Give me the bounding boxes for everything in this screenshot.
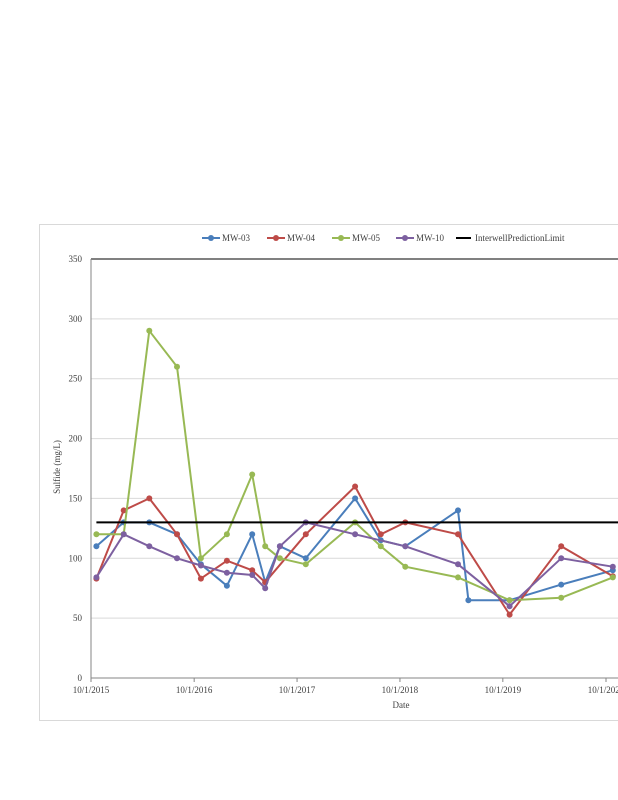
point-mw-05-16	[609, 574, 616, 581]
point-mw-04-9	[352, 483, 359, 490]
point-mw-03-10	[352, 495, 359, 502]
point-mw-05-11	[377, 543, 384, 550]
legend-label-mw-03: MW-03	[222, 233, 250, 243]
point-mw-03-6	[249, 531, 256, 538]
point-mw-10-10	[352, 531, 359, 538]
y-tick-label-300: 300	[69, 314, 83, 324]
legend-item-interwellpredictionlimit: InterwellPredictionLimit	[456, 233, 565, 243]
x-tick-label-3: 10/1/2018	[382, 685, 419, 695]
y-tick-label-150: 150	[69, 493, 83, 503]
point-mw-05-14	[506, 597, 513, 604]
point-mw-04-6	[249, 567, 256, 574]
point-mw-10-11	[402, 543, 409, 550]
point-mw-05-7	[262, 543, 269, 550]
point-mw-03-5	[223, 582, 230, 589]
point-mw-04-12	[455, 531, 461, 538]
point-mw-04-14	[558, 543, 565, 550]
point-mw-04-2	[146, 495, 153, 502]
x-axis-title: Date	[393, 700, 410, 710]
legend-marker-mw-03	[208, 235, 214, 241]
point-mw-05-2	[146, 327, 153, 334]
legend-item-mw-10: MW-10	[396, 233, 444, 243]
point-mw-04-1	[120, 507, 127, 514]
point-mw-03-14	[465, 597, 472, 604]
point-mw-04-10	[377, 531, 384, 538]
point-mw-05-3	[174, 363, 180, 370]
point-mw-10-2	[146, 543, 153, 550]
y-tick-label-0: 0	[78, 673, 83, 683]
point-mw-05-0	[93, 531, 100, 538]
point-mw-04-13	[506, 611, 513, 618]
point-mw-10-8	[276, 543, 283, 550]
legend-label-mw-05: MW-05	[352, 233, 380, 243]
series-line-mw-03	[95, 497, 614, 602]
point-mw-05-8	[276, 555, 283, 562]
point-mw-10-6	[249, 572, 256, 578]
legend-item-mw-04: MW-04	[267, 233, 315, 243]
point-mw-10-14	[558, 555, 565, 562]
point-mw-10-7	[262, 585, 269, 592]
y-tick-label-50: 50	[73, 613, 83, 623]
point-mw-03-9	[302, 555, 309, 562]
point-mw-03-16	[558, 581, 565, 588]
point-mw-03-13	[455, 507, 461, 514]
point-mw-05-6	[249, 471, 256, 478]
y-tick-label-200: 200	[69, 434, 83, 444]
point-mw-10-5	[223, 569, 230, 576]
series-line-mw-10	[95, 521, 613, 608]
y-tick-label-250: 250	[69, 374, 83, 384]
point-mw-10-0	[93, 574, 100, 581]
point-mw-04-3	[174, 531, 180, 538]
legend-label-mw-10: MW-10	[416, 233, 444, 243]
x-tick-label-4: 10/1/2019	[485, 685, 522, 695]
point-mw-10-3	[174, 555, 180, 562]
point-mw-05-9	[302, 561, 309, 568]
point-mw-05-4	[197, 555, 204, 562]
point-mw-05-12	[402, 563, 409, 570]
point-mw-10-12	[455, 561, 461, 568]
point-mw-10-4	[197, 562, 204, 569]
legend-item-mw-05: MW-05	[332, 233, 380, 243]
legend-label-interwellpredictionlimit: InterwellPredictionLimit	[475, 233, 565, 243]
x-tick-label-0: 10/1/2015	[73, 685, 110, 695]
point-mw-04-8	[302, 531, 309, 538]
series-line-mw-04	[95, 485, 614, 616]
y-tick-label-100: 100	[69, 553, 83, 563]
point-mw-05-5	[223, 531, 230, 538]
point-mw-10-13	[506, 603, 513, 610]
point-mw-04-5	[223, 557, 230, 564]
x-tick-label-2: 10/1/2017	[279, 685, 316, 695]
legend-marker-mw-04	[273, 235, 279, 241]
y-axis-title: Sulfide (mg/L)	[52, 440, 62, 494]
point-mw-10-1	[120, 531, 127, 538]
x-tick-label-5: 10/1/2020	[588, 685, 618, 695]
legend-marker-mw-10	[402, 235, 408, 241]
legend-marker-mw-05	[338, 235, 344, 241]
point-mw-03-0	[93, 543, 100, 550]
legend-item-mw-03: MW-03	[202, 233, 250, 243]
legend-label-mw-04: MW-04	[287, 233, 315, 243]
point-mw-05-13	[455, 574, 461, 581]
x-tick-label-1: 10/1/2016	[176, 685, 213, 695]
chart-frame: 0 50 100 150 200 250 300 350 10/1/2015 10/1/2016 1…	[39, 224, 618, 721]
series-line-mw-05	[96, 329, 614, 602]
point-mw-05-15	[558, 594, 565, 601]
point-mw-10-15	[609, 563, 616, 570]
sulfide-line-chart: 0 50 100 150 200 250 300 350 10/1/2015 10/1/2016 1…	[52, 233, 618, 710]
point-mw-04-4	[197, 575, 204, 582]
y-tick-label-350: 350	[69, 254, 83, 264]
